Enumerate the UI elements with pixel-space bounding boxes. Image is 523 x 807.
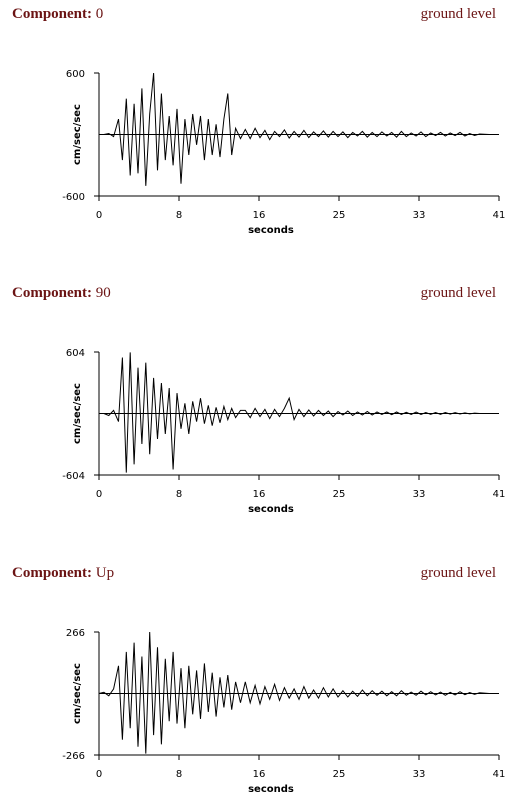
y-tick-label: -600 xyxy=(62,192,85,203)
y-tick-label: 600 xyxy=(66,69,85,80)
x-tick-label: 41 xyxy=(493,210,506,221)
component-label: Component: xyxy=(12,565,92,581)
y-axis-label: cm/sec/sec xyxy=(72,663,83,724)
component-value: Up xyxy=(92,565,114,581)
x-axis-label: seconds xyxy=(248,504,294,515)
y-axis-label: cm/sec/sec xyxy=(72,104,83,165)
waveform xyxy=(98,631,490,754)
waveform xyxy=(99,72,490,186)
x-tick-label: 25 xyxy=(333,769,346,780)
x-tick-label: 33 xyxy=(413,769,426,780)
x-tick-label: 16 xyxy=(253,489,266,500)
component-value: 0 xyxy=(92,6,103,22)
x-tick-label: 16 xyxy=(253,769,266,780)
level-label: ground level xyxy=(421,565,496,581)
component-label: Component: xyxy=(12,285,92,301)
component-value: 90 xyxy=(92,285,111,301)
x-tick-label: 8 xyxy=(176,489,182,500)
waveform xyxy=(99,352,490,473)
x-tick-label: 33 xyxy=(413,210,426,221)
x-tick-label: 16 xyxy=(253,210,266,221)
component-header: Component: Up xyxy=(12,565,114,581)
chart-panel: Component: Up ground level -266 266 0 8 16 25 33… xyxy=(12,565,505,795)
x-axis-label: seconds xyxy=(248,225,294,236)
component-label: Component: xyxy=(12,6,92,22)
chart-panel: Component: 0 ground level -600 600 0 8 16 25 33 4… xyxy=(12,6,505,236)
x-tick-label: 25 xyxy=(333,489,346,500)
x-tick-label: 0 xyxy=(96,210,102,221)
chart-panel: Component: 90 ground level -604 604 0 8 16 25 33… xyxy=(12,285,505,515)
y-tick-label: 604 xyxy=(66,348,85,359)
y-tick-label: 266 xyxy=(66,628,85,639)
x-axis-label: seconds xyxy=(248,784,294,795)
component-header: Component: 90 xyxy=(12,285,111,301)
x-tick-label: 41 xyxy=(493,769,506,780)
x-tick-label: 0 xyxy=(96,489,102,500)
x-tick-label: 0 xyxy=(96,769,102,780)
level-label: ground level xyxy=(421,6,496,22)
x-tick-label: 25 xyxy=(333,210,346,221)
x-tick-label: 33 xyxy=(413,489,426,500)
y-tick-label: -604 xyxy=(62,471,85,482)
x-tick-label: 41 xyxy=(493,489,506,500)
level-label: ground level xyxy=(421,285,496,301)
y-tick-label: -266 xyxy=(62,751,85,762)
x-tick-label: 8 xyxy=(176,769,182,780)
component-header: Component: 0 xyxy=(12,6,103,22)
x-tick-label: 8 xyxy=(176,210,182,221)
y-axis-label: cm/sec/sec xyxy=(72,383,83,444)
